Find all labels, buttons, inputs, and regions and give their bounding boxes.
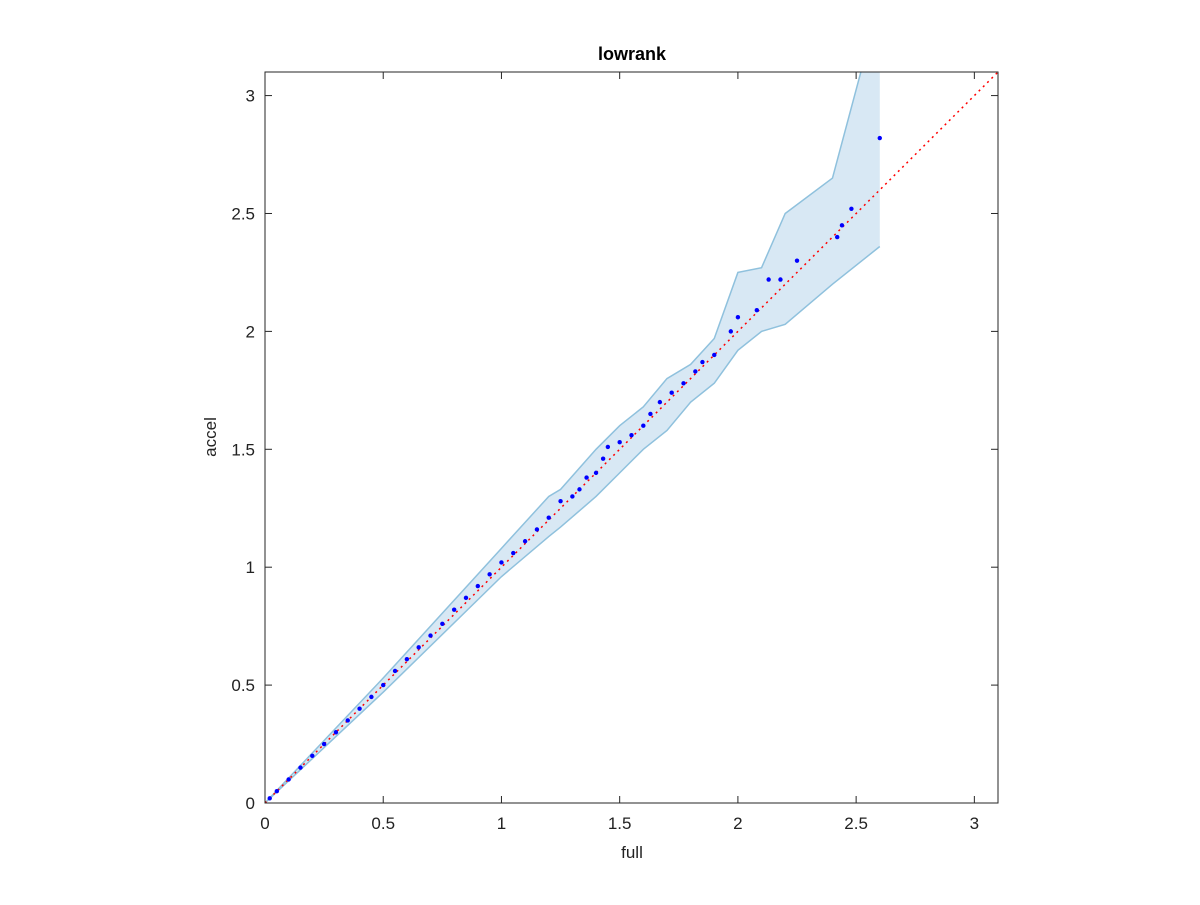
data-point: [728, 329, 734, 334]
data-point: [669, 390, 674, 395]
data-point: [648, 411, 653, 417]
data-point: [298, 765, 303, 770]
data-point: [605, 444, 611, 450]
y-tick-label: 3: [246, 87, 255, 106]
data-point: [641, 423, 646, 428]
plot-area: [265, 72, 998, 803]
data-point: [404, 656, 410, 662]
data-point: [333, 730, 339, 735]
data-point: [428, 633, 433, 638]
data-point: [511, 550, 516, 556]
data-point: [345, 718, 350, 723]
x-tick-label: 0: [260, 814, 269, 833]
data-point: [392, 668, 398, 674]
data-point: [267, 796, 272, 801]
y-axis-label: accel: [201, 417, 220, 457]
data-point: [766, 277, 771, 282]
data-point: [321, 741, 327, 747]
x-tick-label: 3: [970, 814, 979, 833]
data-point: [600, 456, 606, 461]
data-point: [657, 399, 663, 405]
y-tick-label: 1.5: [231, 440, 255, 459]
data-point: [369, 694, 374, 700]
data-point: [778, 277, 783, 282]
data-point: [629, 432, 634, 438]
data-point: [794, 258, 800, 263]
data-point: [712, 352, 717, 358]
x-tick-label: 2: [733, 814, 742, 833]
reference-line: [265, 72, 998, 803]
data-point: [381, 682, 386, 688]
data-point: [593, 470, 599, 476]
data-point: [357, 706, 362, 711]
data-point: [558, 498, 563, 504]
data-point: [534, 527, 540, 532]
data-point: [570, 494, 575, 499]
data-point: [681, 381, 686, 386]
data-point: [416, 645, 421, 650]
y-tick-label: 2.5: [231, 204, 255, 223]
data-point: [849, 206, 854, 211]
data-point: [577, 487, 582, 492]
data-point: [617, 440, 622, 445]
data-point: [440, 621, 445, 626]
data-point: [839, 223, 845, 228]
data-point: [463, 595, 469, 601]
data-point: [451, 607, 457, 612]
data-point: [877, 135, 882, 141]
band-upper-edge: [265, 72, 862, 803]
x-tick-label: 1: [497, 814, 506, 833]
x-axis-label: full: [621, 843, 643, 862]
data-point: [286, 777, 291, 782]
confidence-band: [265, 72, 880, 803]
data-point: [487, 572, 492, 577]
y-tick-label: 2: [246, 322, 255, 341]
data-point: [274, 789, 280, 794]
chart-title: lowrank: [598, 44, 667, 64]
y-tick-label: 0: [246, 794, 255, 813]
data-point: [546, 515, 551, 520]
y-tick-label: 1: [246, 558, 255, 577]
data-point: [754, 307, 760, 313]
data-point: [693, 369, 698, 374]
data-point: [835, 234, 840, 240]
data-point: [310, 753, 315, 759]
data-point: [522, 539, 528, 544]
data-point: [735, 315, 741, 320]
x-tick-label: 0.5: [371, 814, 395, 833]
band-lower-edge: [265, 245, 881, 803]
data-point: [700, 359, 705, 365]
data-point: [499, 560, 504, 565]
y-tick-label: 0.5: [231, 676, 255, 695]
data-point: [584, 475, 589, 480]
data-point: [475, 583, 481, 589]
plot-frame: [264, 71, 999, 804]
x-tick-label: 1.5: [608, 814, 632, 833]
x-tick-label: 2.5: [844, 814, 868, 833]
